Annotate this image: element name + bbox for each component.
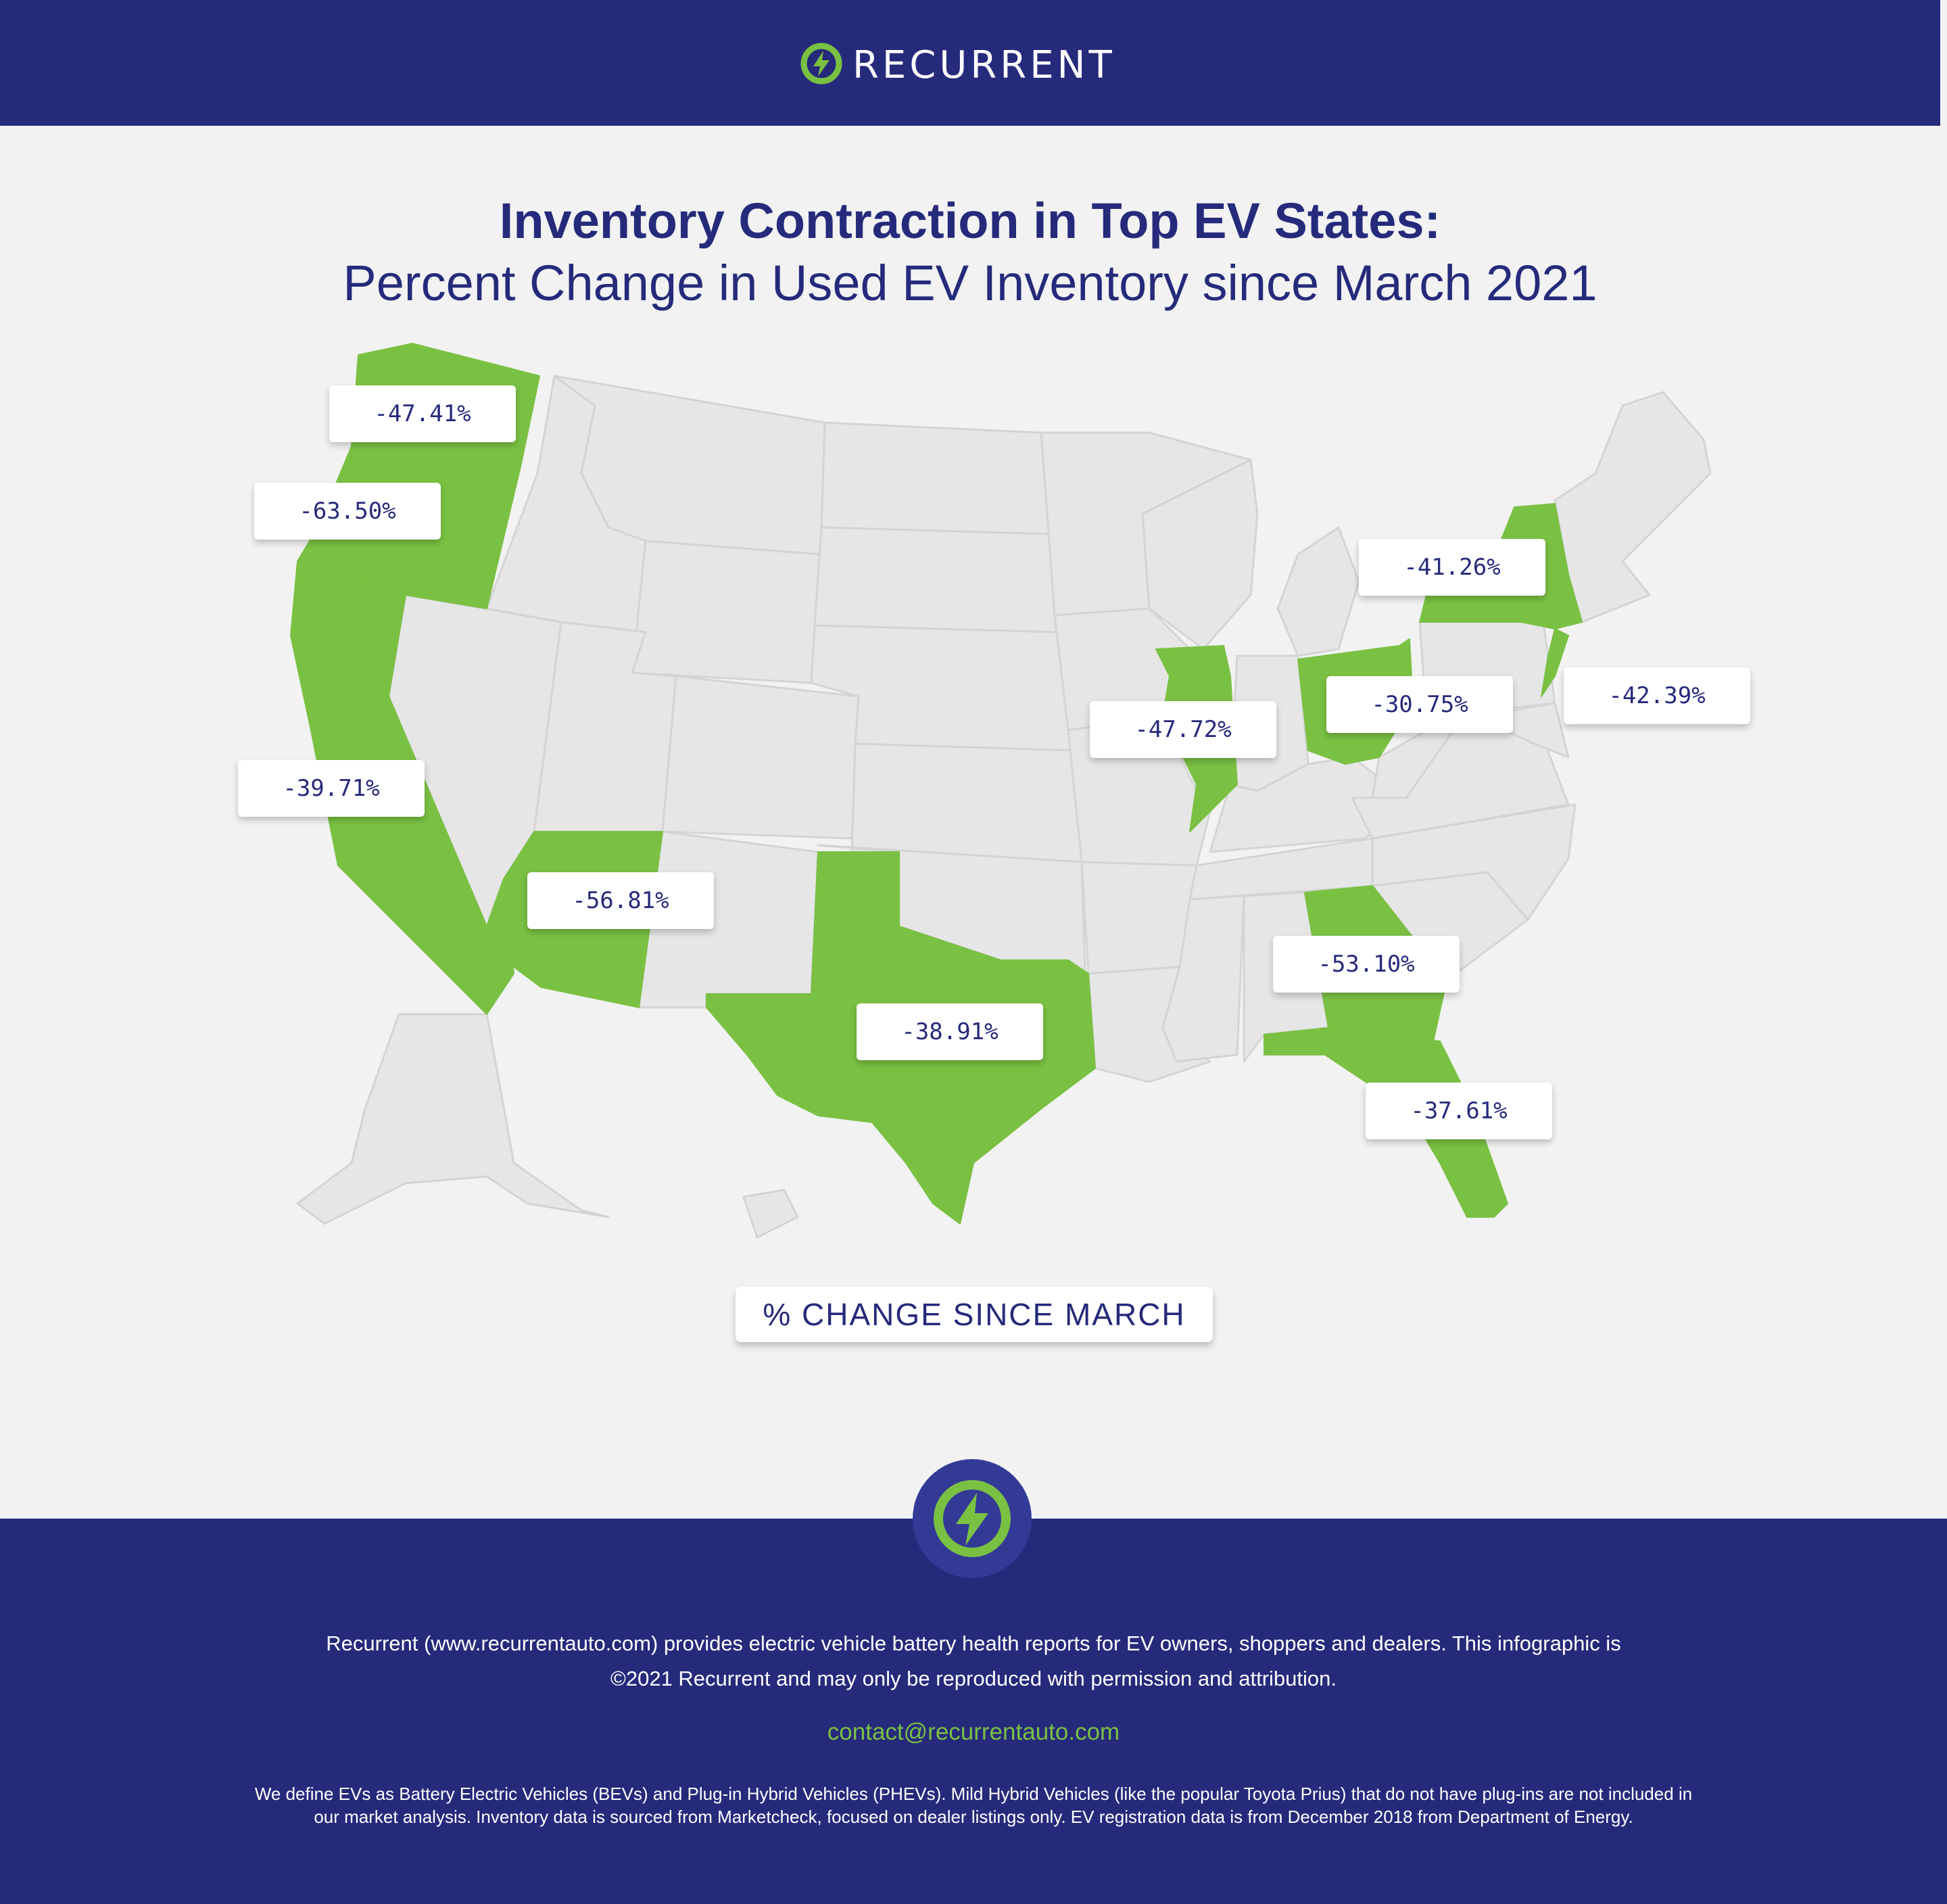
callout-california: -39.71% — [238, 760, 425, 817]
state-new-jersey[interactable] — [1541, 628, 1569, 697]
callout-georgia: -53.10% — [1273, 936, 1460, 993]
footer-description: Recurrent (www.recurrentauto.com) provid… — [270, 1626, 1677, 1696]
callout-oregon: -63.50% — [254, 483, 441, 540]
page-title: Inventory Contraction in Top EV States: — [499, 193, 1441, 249]
brand-name: RECURRENT — [852, 43, 1115, 87]
callout-washington: -47.41% — [329, 385, 516, 442]
callout-illinois: -47.72% — [1090, 701, 1276, 758]
callout-arizona: -56.81% — [527, 872, 714, 929]
legend-label: % CHANGE SINCE MARCH — [736, 1287, 1213, 1342]
header-bar: RECURRENT — [0, 0, 1940, 126]
state-wisconsin — [1141, 458, 1259, 650]
footer-line-1: Recurrent (www.recurrentauto.com) provid… — [326, 1632, 1621, 1655]
footer-note: We define EVs as Battery Electric Vehicl… — [196, 1782, 1751, 1828]
footer — [0, 1519, 1947, 1904]
state-kansas — [850, 742, 1083, 863]
footer-note-line-2: our market analysis. Inventory data is s… — [314, 1807, 1633, 1827]
state-north-dakota — [820, 421, 1053, 536]
contact-email-link[interactable]: contact@recurrentauto.com — [827, 1719, 1120, 1745]
state-florida[interactable] — [1264, 1027, 1508, 1218]
footer-line-2: ©2021 Recurrent and may only be reproduc… — [610, 1667, 1337, 1690]
callout-ohio: -30.75% — [1326, 676, 1513, 733]
state-west-virginia — [1371, 729, 1455, 799]
lightning-bolt-icon — [913, 1459, 1032, 1578]
page-subtitle: Percent Change in Used EV Inventory sinc… — [343, 255, 1597, 311]
callout-new-jersey: -42.39% — [1564, 667, 1750, 724]
footer-note-line-1: We define EVs as Battery Electric Vehicl… — [254, 1784, 1693, 1804]
lightning-bolt-icon — [800, 43, 842, 85]
state-alaska — [296, 1013, 610, 1225]
state-wyoming — [631, 540, 823, 684]
callout-florida: -37.61% — [1366, 1082, 1552, 1139]
state-michigan — [1276, 526, 1360, 657]
state-south-dakota — [813, 526, 1059, 634]
callout-new-york: -41.26% — [1359, 539, 1545, 596]
state-new-england — [1554, 391, 1712, 623]
callout-texas: -38.91% — [857, 1003, 1043, 1060]
state-arkansas — [1080, 861, 1198, 975]
state-hawaii — [742, 1189, 799, 1239]
state-colorado — [661, 675, 860, 840]
